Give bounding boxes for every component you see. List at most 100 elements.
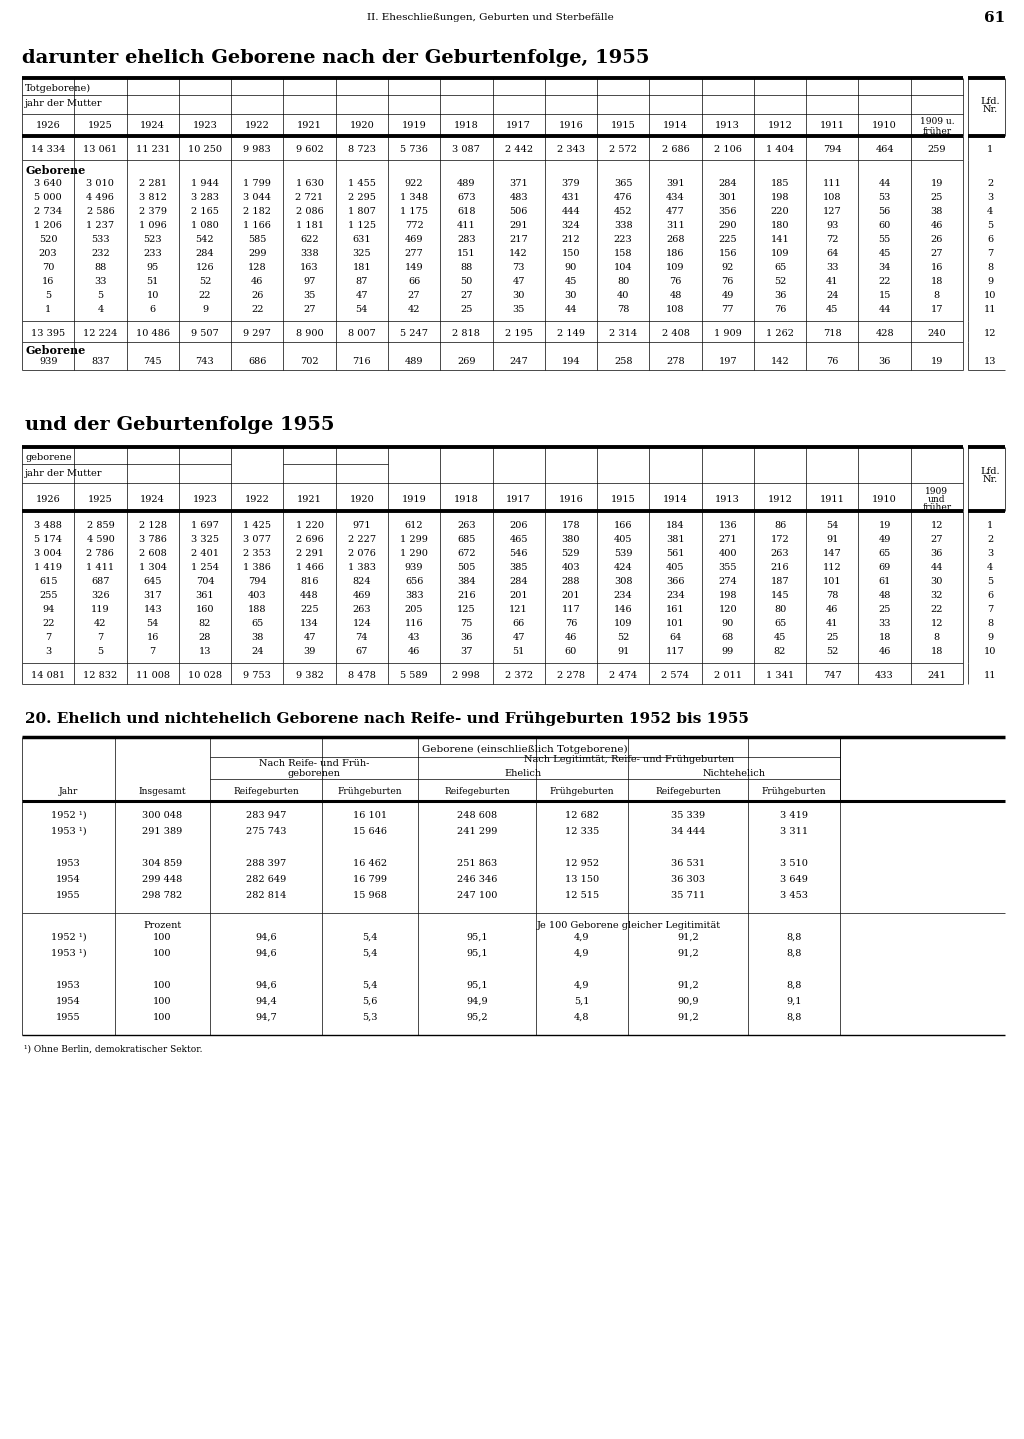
Text: 702: 702 [300,357,318,366]
Text: 11: 11 [984,671,996,679]
Text: 489: 489 [457,178,475,187]
Text: 816: 816 [300,577,318,586]
Text: 11: 11 [984,305,996,314]
Text: 16: 16 [146,633,159,642]
Text: 7: 7 [97,633,103,642]
Text: 1912: 1912 [768,121,793,131]
Text: 94: 94 [42,604,54,613]
Text: 2 128: 2 128 [138,521,167,530]
Text: Nichtehelich: Nichtehelich [702,770,766,778]
Text: 282 814: 282 814 [246,891,286,899]
Text: 51: 51 [146,276,159,285]
Text: 971: 971 [352,521,371,530]
Text: 91,2: 91,2 [677,1013,698,1022]
Text: 529: 529 [562,548,581,557]
Text: 283: 283 [457,235,476,243]
Text: Geborene: Geborene [25,164,85,176]
Text: 304 859: 304 859 [142,859,182,868]
Text: 5,6: 5,6 [362,996,378,1006]
Text: 112: 112 [823,563,842,571]
Text: 54: 54 [826,521,839,530]
Text: 145: 145 [771,590,790,600]
Text: 198: 198 [719,590,737,600]
Text: 483: 483 [509,193,528,201]
Text: 12 682: 12 682 [565,810,599,819]
Text: 197: 197 [719,357,737,366]
Text: Reifegeburten: Reifegeburten [655,787,721,796]
Text: Nach Reife- und Früh-: Nach Reife- und Früh- [259,760,370,768]
Text: 3 640: 3 640 [34,178,62,187]
Text: 12 224: 12 224 [83,328,118,338]
Text: 161: 161 [667,604,685,613]
Text: 234: 234 [613,590,633,600]
Text: 216: 216 [457,590,476,600]
Text: 3: 3 [987,193,993,201]
Text: 65: 65 [774,262,786,272]
Text: 68: 68 [722,633,734,642]
Text: 36: 36 [460,633,472,642]
Text: 143: 143 [143,604,162,613]
Text: 371: 371 [509,178,528,187]
Text: 1911: 1911 [820,121,845,131]
Text: 47: 47 [512,276,525,285]
Text: 88: 88 [94,262,106,272]
Text: Nr.: Nr. [982,475,997,484]
Text: 10: 10 [984,291,996,299]
Text: 240: 240 [928,328,946,338]
Text: 5,4: 5,4 [362,948,378,957]
Text: 1913: 1913 [716,495,740,504]
Text: 922: 922 [404,178,423,187]
Text: 27: 27 [931,249,943,258]
Text: 4,8: 4,8 [574,1013,590,1022]
Text: 8: 8 [987,619,993,627]
Text: 2 401: 2 401 [190,548,219,557]
Text: 54: 54 [146,619,159,627]
Text: 4: 4 [97,305,103,314]
Text: 1926: 1926 [36,495,60,504]
Text: 1 455: 1 455 [348,178,376,187]
Text: 685: 685 [457,534,475,544]
Text: 10 486: 10 486 [136,328,170,338]
Text: 298 782: 298 782 [142,891,182,899]
Text: 12 952: 12 952 [565,859,599,868]
Text: 13 150: 13 150 [565,875,599,884]
Text: 2 686: 2 686 [662,145,689,154]
Text: 100: 100 [154,996,172,1006]
Text: 150: 150 [562,249,581,258]
Text: 70: 70 [42,262,54,272]
Text: 45: 45 [826,305,839,314]
Text: 291 389: 291 389 [142,826,182,836]
Text: 66: 66 [513,619,524,627]
Text: 278: 278 [667,357,685,366]
Text: 2 281: 2 281 [138,178,167,187]
Text: 718: 718 [823,328,842,338]
Text: 1914: 1914 [663,495,688,504]
Text: 837: 837 [91,357,110,366]
Text: geborenen: geborenen [288,770,340,778]
Text: 119: 119 [91,604,110,613]
Text: 10: 10 [146,291,159,299]
Text: 391: 391 [667,178,685,187]
Text: 12: 12 [931,521,943,530]
Text: II. Eheschließungen, Geburten und Sterbefälle: II. Eheschließungen, Geburten und Sterbe… [367,13,613,23]
Text: 46: 46 [408,646,420,656]
Text: 2 149: 2 149 [557,328,585,338]
Text: 3 325: 3 325 [190,534,219,544]
Text: 198: 198 [771,193,790,201]
Text: 469: 469 [352,590,371,600]
Text: 16: 16 [42,276,54,285]
Text: 939: 939 [39,357,57,366]
Text: 1 411: 1 411 [86,563,115,571]
Text: 1909: 1909 [926,486,948,495]
Text: 1 419: 1 419 [34,563,62,571]
Text: 9: 9 [987,633,993,642]
Text: 8 900: 8 900 [296,328,324,338]
Text: 2 343: 2 343 [557,145,585,154]
Text: Frühgeburten: Frühgeburten [338,787,402,796]
Text: 284: 284 [196,249,214,258]
Text: 82: 82 [774,646,786,656]
Text: 247 100: 247 100 [457,891,498,899]
Text: 13: 13 [984,357,996,366]
Text: 3 311: 3 311 [780,826,808,836]
Text: 125: 125 [457,604,476,613]
